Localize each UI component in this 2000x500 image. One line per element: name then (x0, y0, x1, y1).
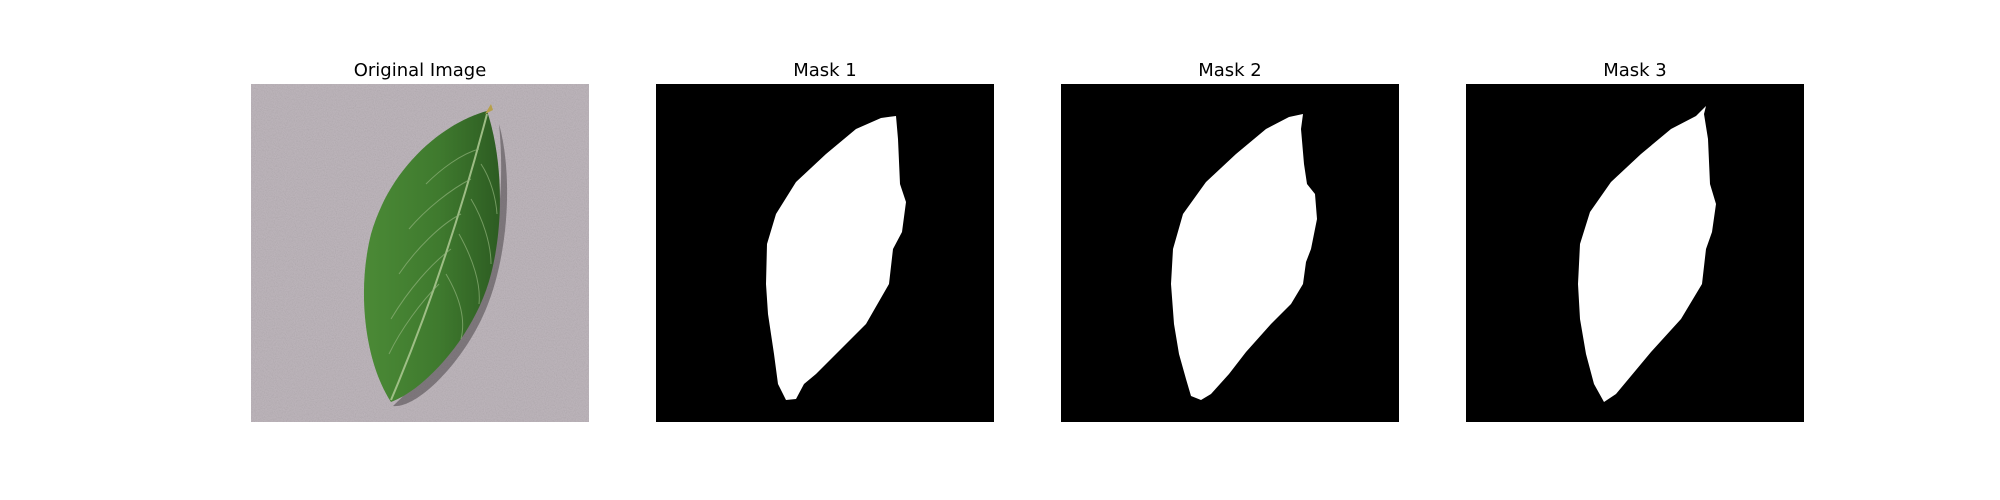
original-image-title: Original Image (353, 60, 487, 81)
leaf-tip (485, 104, 493, 114)
original-leaf-photo (251, 84, 589, 422)
mask-3-image (1466, 84, 1804, 422)
mask-1-title: Mask 1 (793, 60, 857, 81)
leaf-veins (388, 148, 498, 355)
mask-3-title: Mask 3 (1603, 60, 1667, 81)
mask-2-image (1061, 84, 1399, 422)
mask-2-title: Mask 2 (1198, 60, 1262, 81)
mask-1-leaf (766, 116, 906, 400)
mask-1-image (656, 84, 994, 422)
mask-2-leaf (1171, 114, 1317, 400)
leaf-body (363, 111, 500, 402)
mask-3-leaf (1578, 106, 1716, 402)
leaf-midrib (390, 113, 488, 401)
